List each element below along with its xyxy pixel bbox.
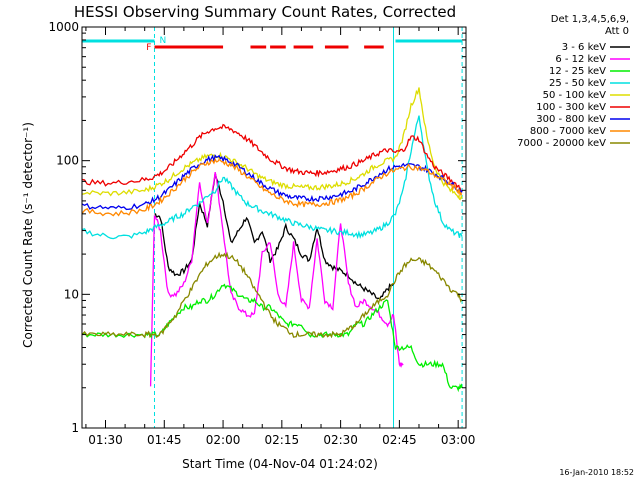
x-tick-label: 02:15 (265, 433, 300, 447)
chart-title: HESSI Observing Summary Count Rates, Cor… (74, 3, 456, 21)
legend-label: 50 - 100 keV (543, 90, 607, 101)
y-tick-label: 100 (56, 154, 79, 168)
y-tick-label: 1 (71, 421, 79, 435)
x-tick-label: 02:30 (323, 433, 358, 447)
x-tick-label: 02:45 (382, 433, 417, 447)
legend-label: 25 - 50 keV (549, 78, 606, 89)
series-line-2 (82, 283, 463, 393)
legend-header-line: Det 1,3,4,5,6,9, (551, 14, 629, 25)
series-line-8 (82, 251, 463, 339)
legend-label: 6 - 12 keV (555, 54, 606, 65)
series-line-3 (82, 115, 463, 240)
legend-label: 800 - 7000 keV (530, 126, 606, 137)
y-axis-label: Corrected Count Rate (s⁻¹ detector⁻¹) (21, 122, 35, 348)
flag-label-f: F (146, 43, 151, 53)
x-tick-label: 02:00 (206, 433, 241, 447)
footer-timestamp: 16-Jan-2010 18:52 (559, 468, 634, 477)
x-tick-label: 03:00 (441, 433, 476, 447)
series-line-1 (149, 171, 404, 387)
series-group (82, 87, 463, 393)
legend-label: 300 - 800 keV (536, 114, 606, 125)
plot-area: FN 1 10 100 1000 01:30 01:45 02:00 02:15 02:30 02:… (48, 20, 475, 447)
flag-label-n: N (159, 36, 166, 46)
legend-label: 100 - 300 keV (536, 102, 606, 113)
legend-label: 12 - 25 keV (549, 66, 606, 77)
series-line-5 (82, 123, 463, 194)
x-tick-label: 01:30 (88, 433, 123, 447)
legend-label: 3 - 6 keV (562, 42, 606, 53)
legend-label: 7000 - 20000 keV (517, 138, 606, 149)
y-tick-label: 1000 (48, 20, 79, 34)
series-line-7 (82, 157, 463, 217)
series-line-6 (82, 154, 463, 211)
series-line-4 (82, 87, 463, 201)
plot-frame (81, 26, 467, 429)
y-tick-label: 10 (64, 287, 79, 301)
x-tick-label: 01:45 (147, 433, 182, 447)
x-axis-label: Start Time (04-Nov-04 01:24:02) (182, 457, 378, 471)
legend-header-line: Att 0 (605, 26, 629, 37)
